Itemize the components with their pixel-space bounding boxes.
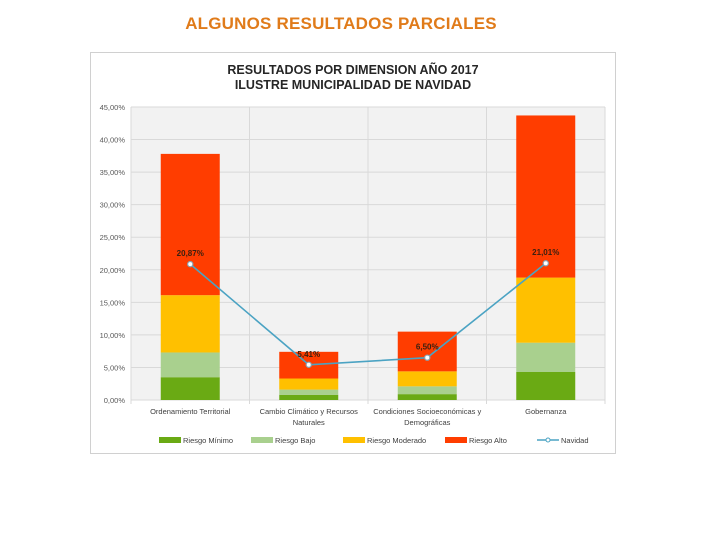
line-marker xyxy=(187,260,194,268)
legend-label: Navidad xyxy=(561,436,589,445)
slide-title: ALGUNOS RESULTADOS PARCIALES xyxy=(185,14,497,33)
y-tick-label: 0,00% xyxy=(104,396,126,405)
bar-segment xyxy=(397,331,457,372)
legend-swatch xyxy=(159,437,181,443)
line-marker xyxy=(305,361,312,368)
x-category-label: Cambio Climático y Recursos xyxy=(260,407,359,416)
data-label: 20,87% xyxy=(177,249,204,258)
bar-segment xyxy=(397,386,457,395)
x-category-label: Gobernanza xyxy=(525,407,567,416)
bar-segment xyxy=(516,277,576,343)
legend-label: Riesgo Bajo xyxy=(275,436,315,445)
x-category-label: Naturales xyxy=(293,418,325,427)
y-tick-label: 10,00% xyxy=(100,331,126,340)
stacked-bar-chart: 0,00% 5,00% 10,00% 15,00% 20,00% 25,00% 30,00%… xyxy=(100,103,606,445)
chart-title-line2: ILUSTRE MUNICIPALIDAD DE NAVIDAD xyxy=(234,78,472,92)
chart-title: RESULTADOS POR DIMENSION AÑO 2017 ILUSTR… xyxy=(91,63,615,93)
y-tick-label: 5,00% xyxy=(104,363,126,372)
bar-segment xyxy=(160,153,220,296)
legend-swatch xyxy=(251,437,273,443)
bar-segment xyxy=(279,378,339,390)
bar-segment xyxy=(397,394,457,400)
bar-segment xyxy=(397,371,457,387)
y-tick-label: 30,00% xyxy=(100,201,126,210)
chart-title-line1: RESULTADOS POR DIMENSION AÑO 2017 xyxy=(227,63,479,77)
y-tick-label: 20,00% xyxy=(100,266,126,275)
data-label: 21,01% xyxy=(532,248,559,257)
line-marker xyxy=(542,260,549,267)
bar-segment xyxy=(160,295,220,353)
navidad-line xyxy=(189,262,547,366)
legend-label: Riesgo Alto xyxy=(469,436,507,445)
y-tick-label: 15,00% xyxy=(100,298,126,307)
bar-segment xyxy=(516,342,576,373)
legend-swatch xyxy=(343,437,365,443)
bar-segment xyxy=(160,352,220,378)
y-tick-label: 35,00% xyxy=(100,168,126,177)
legend-marker xyxy=(545,437,551,443)
bar-segment xyxy=(279,394,339,400)
bar-segment xyxy=(279,389,339,395)
legend-label: Riesgo Mínimo xyxy=(183,436,233,445)
line-marker xyxy=(424,354,431,361)
legend-label: Riesgo Moderado xyxy=(367,436,426,445)
bar-segment xyxy=(516,372,576,400)
x-category-label: Condiciones Socioeconómicas y xyxy=(373,407,481,416)
data-label: 6,50% xyxy=(416,343,439,352)
y-tick-label: 40,00% xyxy=(100,136,126,145)
y-tick-label: 45,00% xyxy=(100,103,126,112)
bar-segment xyxy=(160,377,220,400)
data-label: 5,41% xyxy=(297,350,320,359)
chart-frame: RESULTADOS POR DIMENSION AÑO 2017 ILUSTR… xyxy=(90,52,616,454)
x-category-label: Demográficas xyxy=(404,418,451,427)
legend-swatch xyxy=(445,437,467,443)
x-category-label: Ordenamiento Territorial xyxy=(150,407,231,416)
y-tick-label: 25,00% xyxy=(100,233,126,242)
bar-segment xyxy=(516,115,576,278)
